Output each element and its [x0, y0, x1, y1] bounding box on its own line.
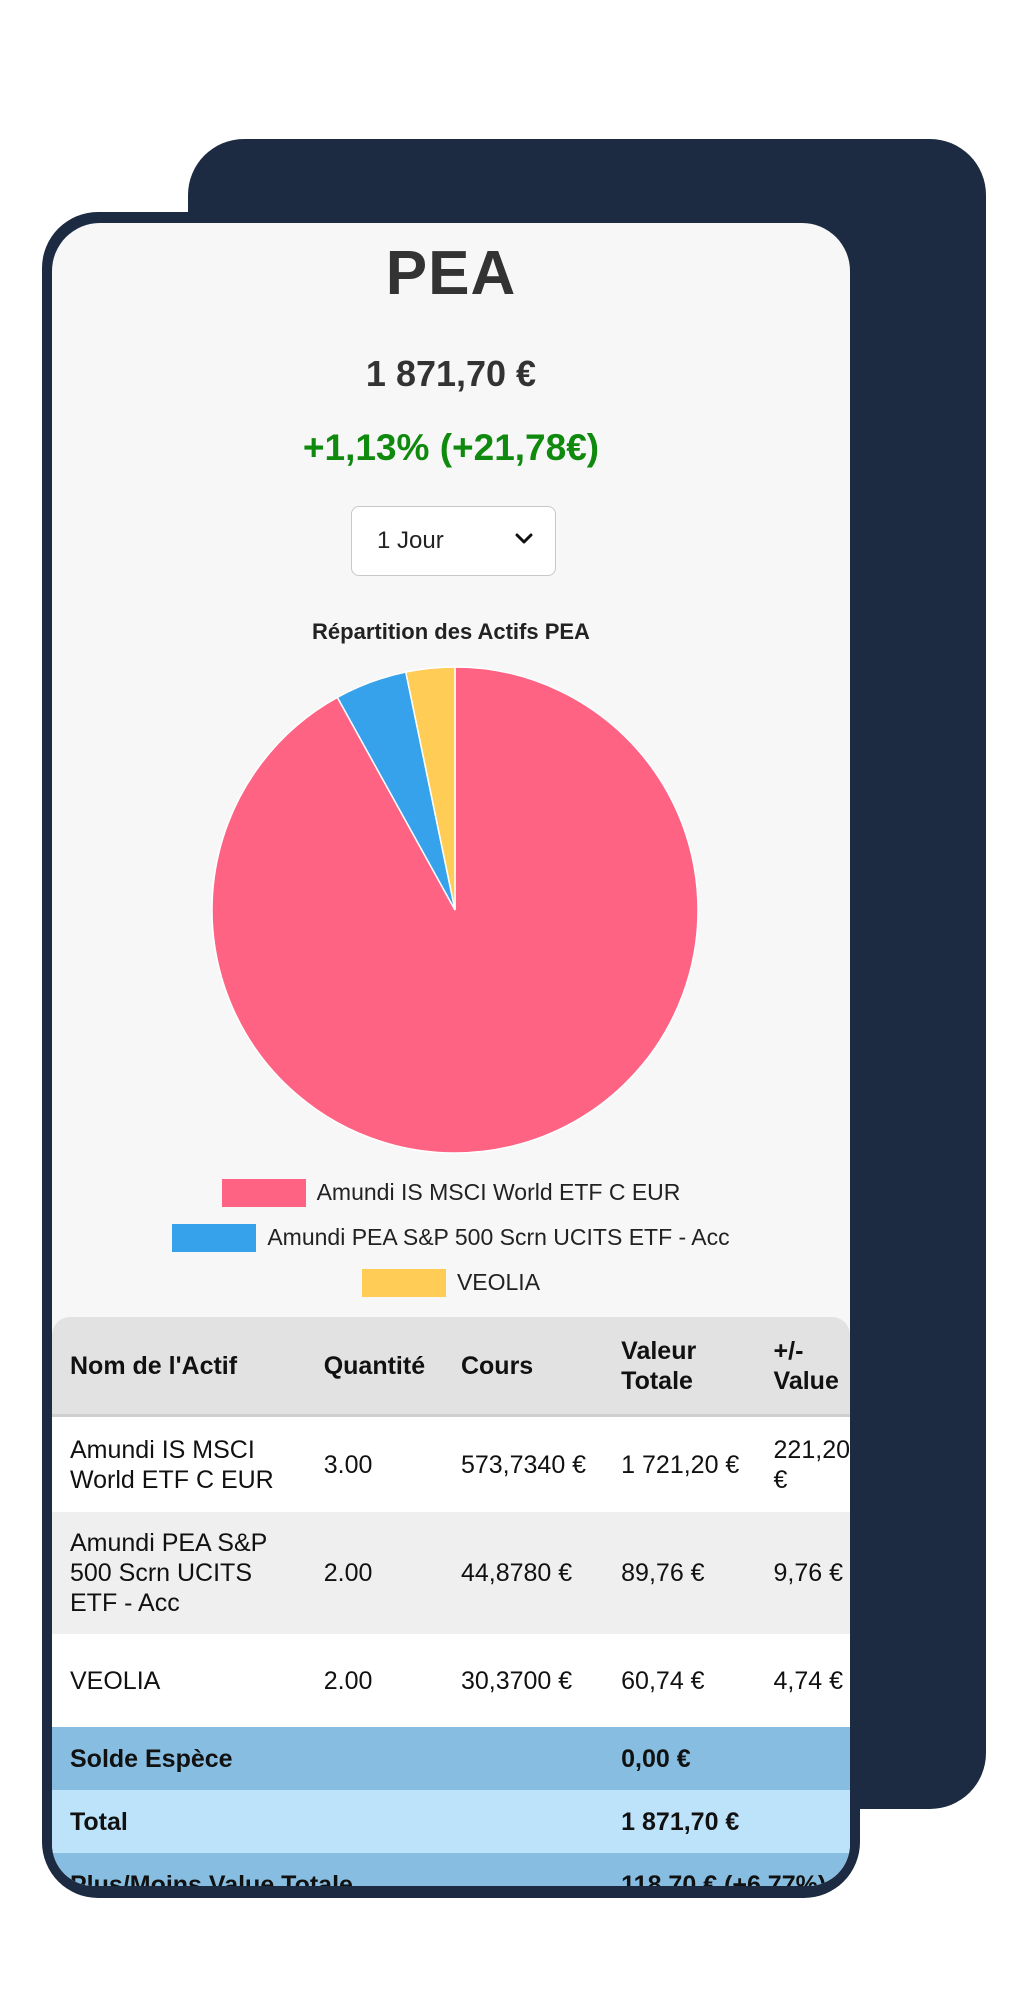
legend-item[interactable]: VEOLIA: [52, 1260, 850, 1305]
legend-label: Amundi PEA S&P 500 Scrn UCITS ETF - Acc: [267, 1224, 730, 1250]
column-header-price: Cours: [442, 1317, 604, 1417]
pie-slice-2[interactable]: [404, 666, 456, 911]
total-gain-loss-value: 118,70 € (+6,77%): [603, 1853, 850, 1886]
cash-balance-label: Solde Espèce: [52, 1727, 604, 1790]
portfolio-screen: PEA 1 871,70 € +1,13% (+21,78€) 1 Jour R…: [52, 223, 850, 1886]
table-header-row: Nom de l'Actif Quantité Cours Valeur Tot…: [52, 1317, 850, 1417]
asset-quantity: 3.00: [305, 1415, 443, 1512]
assets-table: Nom de l'Actif Quantité Cours Valeur Tot…: [52, 1317, 850, 1886]
column-header-name: Nom de l'Actif: [52, 1317, 306, 1417]
period-select-value: 1 Jour: [377, 527, 444, 554]
cash-balance-row: Solde Espèce 0,00 €: [52, 1727, 850, 1790]
total-label: Total: [52, 1790, 604, 1853]
portfolio-total-value: 1 871,70 €: [365, 353, 537, 394]
asset-quantity: 2.00: [305, 1512, 443, 1634]
legend-label: Amundi IS MSCI World ETF C EUR: [316, 1179, 681, 1205]
column-header-total-value: Valeur Totale: [603, 1317, 756, 1417]
asset-name: Amundi IS MSCI World ETF C EUR: [52, 1415, 306, 1512]
page-title: PEA: [385, 239, 517, 308]
asset-gain-loss: 4,74 €: [755, 1634, 850, 1727]
total-gain-loss-row: Plus/Moins Value Totale 118,70 € (+6,77%…: [52, 1853, 850, 1886]
asset-price: 30,3700 €: [442, 1634, 604, 1727]
asset-name: Amundi PEA S&P 500 Scrn UCITS ETF - Acc: [52, 1512, 306, 1634]
legend-item[interactable]: Amundi PEA S&P 500 Scrn UCITS ETF - Acc: [52, 1215, 850, 1260]
table-row: Amundi PEA S&P 500 Scrn UCITS ETF - Acc …: [52, 1512, 850, 1634]
asset-quantity: 2.00: [305, 1634, 443, 1727]
period-select[interactable]: 1 Jour: [351, 506, 556, 576]
chart-legend: Amundi IS MSCI World ETF C EUR Amundi PE…: [52, 1170, 850, 1305]
total-gain-loss-label: Plus/Moins Value Totale: [52, 1853, 604, 1886]
column-header-gain-loss: +/- Value: [755, 1317, 850, 1417]
asset-gain-loss: 9,76 €: [755, 1512, 850, 1634]
portfolio-change: +1,13% (+21,78€): [302, 427, 600, 468]
asset-total-value: 89,76 €: [603, 1512, 756, 1634]
asset-price: 573,7340 €: [442, 1415, 604, 1512]
total-row: Total 1 871,70 €: [52, 1790, 850, 1853]
legend-label: VEOLIA: [456, 1269, 541, 1295]
chart-title: Répartition des Actifs PEA: [312, 619, 590, 644]
asset-total-value: 60,74 €: [603, 1634, 756, 1727]
total-value: 1 871,70 €: [603, 1790, 850, 1853]
allocation-pie-chart: [211, 666, 699, 1154]
legend-swatch: [172, 1223, 257, 1252]
chevron-down-icon: [515, 533, 533, 544]
asset-total-value: 1 721,20 €: [603, 1415, 756, 1512]
asset-name: VEOLIA: [52, 1634, 306, 1727]
table-row: Amundi IS MSCI World ETF C EUR 3.00 573,…: [52, 1415, 850, 1512]
table-row: VEOLIA 2.00 30,3700 € 60,74 € 4,74 €: [52, 1634, 850, 1727]
legend-swatch: [221, 1178, 306, 1207]
phone-frame: PEA 1 871,70 € +1,13% (+21,78€) 1 Jour R…: [42, 212, 860, 1898]
cash-balance-value: 0,00 €: [603, 1727, 850, 1790]
column-header-quantity: Quantité: [305, 1317, 443, 1417]
legend-item[interactable]: Amundi IS MSCI World ETF C EUR: [52, 1170, 850, 1215]
asset-gain-loss: 221,20 €: [755, 1415, 850, 1512]
asset-price: 44,8780 €: [442, 1512, 604, 1634]
legend-swatch: [361, 1268, 446, 1297]
